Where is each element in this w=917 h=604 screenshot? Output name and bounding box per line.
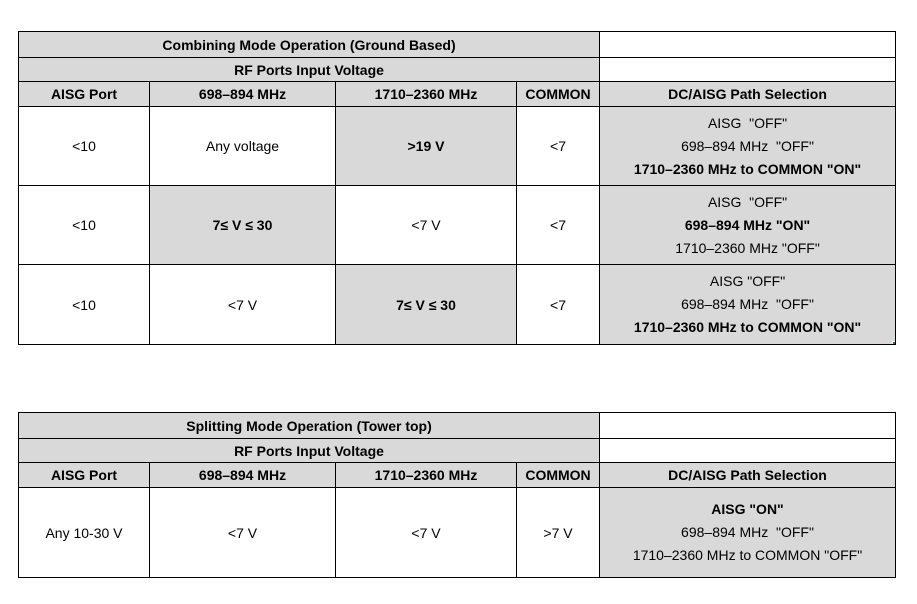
- path-line: AISG "OFF": [707, 114, 788, 131]
- table2-subheader-spacer: [599, 438, 896, 463]
- cell-path-selection: AISG "OFF" 698–894 MHz "OFF" 1710–2360 M…: [599, 106, 897, 186]
- path-line: AISG "OFF": [707, 193, 788, 210]
- cell-1710-2360: <7 V: [335, 185, 517, 265]
- col-header-path-selection: DC/AISG Path Selection: [599, 462, 896, 488]
- cell-common: <7: [515, 185, 601, 265]
- cell-common: >7 V: [516, 487, 600, 578]
- selected-cell-path-selection[interactable]: AISG "OFF" 698–894 MHz "OFF" 1710–2360 M…: [599, 264, 897, 345]
- path-line: 1710–2360 MHz to COMMON "ON": [633, 160, 862, 177]
- table-row: <10 7≤ V ≤ 30 <7 V <7 AISG "OFF" 698–894…: [18, 185, 897, 265]
- table2-title-spacer: [599, 412, 896, 439]
- path-line: 1710–2360 MHz to COMMON "OFF": [632, 547, 863, 563]
- col-header-aisg-port: AISG Port: [18, 462, 150, 488]
- cell-698-894: 7≤ V ≤ 30: [149, 185, 336, 265]
- cell-1710-2360: <7 V: [335, 487, 517, 578]
- col-header-1710-2360: 1710–2360 MHz: [335, 462, 517, 488]
- path-line: 698–894 MHz "OFF": [681, 524, 814, 540]
- table-title-row: Splitting Mode Operation (Tower top): [18, 412, 896, 439]
- table-row: <10 <7 V 7≤ V ≤ 30 <7 AISG "OFF" 698–894…: [18, 264, 897, 345]
- col-header-1710-2360: 1710–2360 MHz: [335, 81, 517, 107]
- table-title-row: Combining Mode Operation (Ground Based): [17, 31, 897, 58]
- col-header-common: COMMON: [516, 462, 600, 488]
- column-header-row: AISG Port 698–894 MHz 1710–2360 MHz COMM…: [18, 81, 897, 107]
- table-subheader-row: RF Ports Input Voltage: [18, 438, 896, 463]
- path-line: 1710–2360 MHz to COMMON "ON": [633, 319, 862, 335]
- cell-common: <7: [515, 106, 601, 186]
- cell-aisg: <10: [18, 264, 150, 345]
- cell-698-894: Any voltage: [149, 106, 336, 186]
- cell-1710-2360: 7≤ V ≤ 30: [335, 264, 517, 345]
- cell-aisg: <10: [18, 185, 150, 265]
- table1-title: Combining Mode Operation (Ground Based): [17, 31, 601, 58]
- col-header-common: COMMON: [515, 81, 601, 107]
- rf-ports-subheader: RF Ports Input Voltage: [17, 57, 601, 82]
- table-row: <10 Any voltage >19 V <7 AISG "OFF" 698–…: [18, 106, 897, 186]
- path-line: 698–894 MHz "ON": [684, 216, 811, 233]
- cell-aisg: Any 10-30 V: [18, 487, 150, 578]
- path-line: 1710–2360 MHz "OFF": [675, 239, 820, 256]
- rf-ports-subheader: RF Ports Input Voltage: [18, 438, 600, 463]
- table1-subheader-spacer: [599, 57, 897, 82]
- cell-aisg: <10: [18, 106, 150, 186]
- path-line: 698–894 MHz "OFF": [681, 137, 814, 154]
- cell-common: <7: [515, 264, 601, 345]
- path-line: AISG "OFF": [709, 273, 786, 289]
- path-line: AISG "ON": [711, 501, 784, 517]
- table-subheader-row: RF Ports Input Voltage: [17, 57, 897, 82]
- col-header-698-894: 698–894 MHz: [149, 462, 336, 488]
- cell-1710-2360: >19 V: [335, 106, 517, 186]
- table2-title: Splitting Mode Operation (Tower top): [18, 412, 600, 439]
- combining-mode-table: Combining Mode Operation (Ground Based) …: [17, 31, 897, 345]
- column-header-row: AISG Port 698–894 MHz 1710–2360 MHz COMM…: [18, 462, 896, 488]
- cell-698-894: <7 V: [149, 264, 336, 345]
- col-header-aisg-port: AISG Port: [18, 81, 150, 107]
- cell-path-selection: AISG "ON" 698–894 MHz "OFF" 1710–2360 MH…: [599, 487, 896, 578]
- selection-fill-handle[interactable]: [892, 341, 895, 344]
- splitting-mode-table: Splitting Mode Operation (Tower top) RF …: [18, 412, 896, 578]
- cell-698-894: <7 V: [149, 487, 336, 578]
- table-row: Any 10-30 V <7 V <7 V >7 V AISG "ON" 698…: [18, 487, 896, 578]
- table1-title-spacer: [599, 31, 897, 58]
- path-line: 698–894 MHz "OFF": [681, 296, 814, 312]
- col-header-698-894: 698–894 MHz: [149, 81, 336, 107]
- col-header-path-selection: DC/AISG Path Selection: [599, 81, 897, 107]
- cell-path-selection: AISG "OFF" 698–894 MHz "ON" 1710–2360 MH…: [599, 185, 897, 265]
